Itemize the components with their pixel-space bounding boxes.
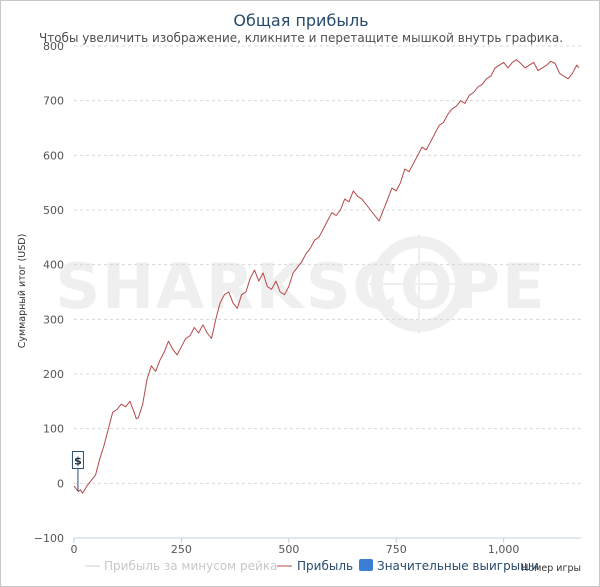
y-tick-label: 800 <box>43 40 64 53</box>
y-tick-label: 200 <box>43 368 64 381</box>
y-tick-label: 300 <box>43 313 64 326</box>
y-tick-label: −100 <box>34 532 64 545</box>
legend-item-profit[interactable]: Прибыль <box>277 559 353 573</box>
grid <box>74 45 581 539</box>
marker-label: $ <box>74 455 82 468</box>
legend-item-rake[interactable]: Прибыль за минусом рейка <box>85 559 277 573</box>
chart-title: Общая прибыль <box>233 11 368 30</box>
x-tick-label: 500 <box>278 543 299 556</box>
series-group <box>73 59 580 494</box>
x-axis-ticks: 0 250 500 750 1,000 <box>71 538 520 556</box>
x-tick-label: 1,000 <box>488 543 520 556</box>
legend: Прибыль за минусом рейка Прибыль Значите… <box>85 559 539 573</box>
legend-label-big-wins: Значительные выигрыши <box>377 559 539 573</box>
series-line-profit[interactable] <box>73 59 580 494</box>
x-tick-label: 0 <box>71 543 78 556</box>
legend-box-icon <box>359 559 373 571</box>
legend-label-profit: Прибыль <box>297 559 353 573</box>
big-win-marker[interactable]: $ <box>71 451 84 492</box>
y-tick-label: 400 <box>43 259 64 272</box>
y-tick-label: 600 <box>43 149 64 162</box>
y-tick-label: 500 <box>43 204 64 217</box>
y-axis-ticks: −100 0 100 200 300 400 500 600 700 800 <box>34 40 64 545</box>
x-axis-label: Номер игры <box>521 563 581 574</box>
y-tick-label: 0 <box>57 477 64 490</box>
legend-item-big-wins[interactable]: Значительные выигрыши <box>359 559 539 573</box>
x-tick-label: 750 <box>386 543 407 556</box>
legend-label-rake: Прибыль за минусом рейка <box>104 559 277 573</box>
y-axis-label: Суммарный итог (USD) <box>17 234 28 349</box>
y-tick-label: 700 <box>43 95 64 108</box>
watermark-crosshair-icon <box>369 234 469 334</box>
x-tick-label: 250 <box>171 543 192 556</box>
chart-subtitle: Чтобы увеличить изображение, кликните и … <box>39 31 563 45</box>
watermark: SHARKSCOPE <box>56 250 547 323</box>
y-tick-label: 100 <box>43 423 64 436</box>
